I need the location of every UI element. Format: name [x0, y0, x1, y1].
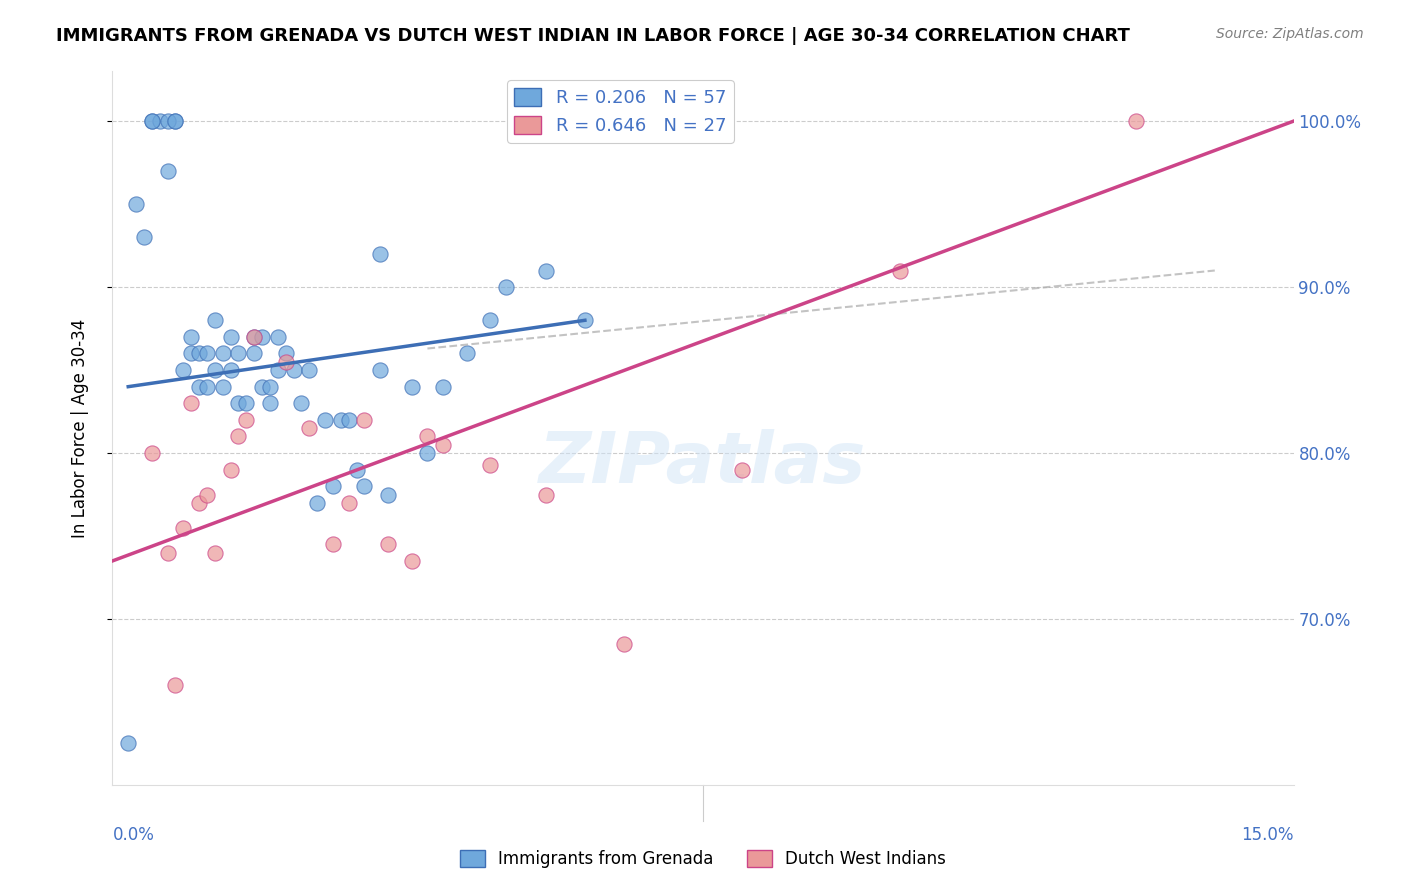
- Point: [132, 230, 155, 244]
- Point: [432, 438, 454, 452]
- Point: [141, 114, 163, 128]
- Point: [235, 413, 257, 427]
- Point: [125, 197, 148, 211]
- Point: [228, 429, 250, 443]
- Point: [314, 413, 336, 427]
- Point: [534, 263, 557, 277]
- Point: [243, 330, 266, 344]
- Point: [731, 463, 754, 477]
- Point: [337, 413, 360, 427]
- Point: [274, 346, 297, 360]
- Point: [228, 396, 250, 410]
- Point: [283, 363, 305, 377]
- Point: [322, 537, 344, 551]
- Point: [211, 379, 233, 393]
- Point: [259, 379, 281, 393]
- Point: [141, 114, 163, 128]
- Text: ZIPatlas: ZIPatlas: [540, 429, 866, 499]
- Point: [416, 429, 439, 443]
- Point: [195, 346, 218, 360]
- Point: [219, 330, 242, 344]
- Point: [149, 114, 172, 128]
- Point: [259, 396, 281, 410]
- Point: [613, 637, 636, 651]
- Point: [337, 496, 360, 510]
- Point: [204, 313, 226, 327]
- Text: IMMIGRANTS FROM GRENADA VS DUTCH WEST INDIAN IN LABOR FORCE | AGE 30-34 CORRELAT: IMMIGRANTS FROM GRENADA VS DUTCH WEST IN…: [56, 27, 1130, 45]
- Point: [377, 537, 399, 551]
- Point: [495, 280, 517, 294]
- Point: [479, 313, 502, 327]
- Legend: Immigrants from Grenada, Dutch West Indians: Immigrants from Grenada, Dutch West Indi…: [453, 843, 953, 875]
- Text: 0.0%: 0.0%: [112, 827, 155, 845]
- Point: [290, 396, 312, 410]
- Point: [416, 446, 439, 460]
- Point: [250, 379, 273, 393]
- Point: [165, 114, 187, 128]
- Point: [368, 363, 391, 377]
- Point: [172, 363, 194, 377]
- Point: [165, 114, 187, 128]
- Point: [204, 546, 226, 560]
- Point: [298, 421, 321, 435]
- Text: Source: ZipAtlas.com: Source: ZipAtlas.com: [1216, 27, 1364, 41]
- Point: [228, 346, 250, 360]
- Point: [243, 330, 266, 344]
- Point: [479, 458, 502, 472]
- Point: [243, 346, 266, 360]
- Point: [195, 379, 218, 393]
- Point: [377, 487, 399, 501]
- Point: [267, 363, 290, 377]
- Point: [368, 247, 391, 261]
- Point: [219, 463, 242, 477]
- Point: [188, 346, 211, 360]
- Point: [141, 446, 163, 460]
- Point: [195, 487, 218, 501]
- Point: [117, 736, 139, 750]
- Point: [322, 479, 344, 493]
- Point: [432, 379, 454, 393]
- Point: [353, 479, 375, 493]
- Point: [574, 313, 596, 327]
- Point: [298, 363, 321, 377]
- Legend: R = 0.206   N = 57, R = 0.646   N = 27: R = 0.206 N = 57, R = 0.646 N = 27: [508, 80, 734, 143]
- Point: [156, 164, 179, 178]
- Point: [250, 330, 273, 344]
- Point: [156, 546, 179, 560]
- Point: [1125, 114, 1147, 128]
- Text: 15.0%: 15.0%: [1241, 827, 1294, 845]
- Point: [219, 363, 242, 377]
- Point: [188, 379, 211, 393]
- Point: [267, 330, 290, 344]
- Point: [329, 413, 352, 427]
- Point: [401, 554, 423, 568]
- Y-axis label: In Labor Force | Age 30-34: In Labor Force | Age 30-34: [70, 318, 89, 538]
- Point: [274, 355, 297, 369]
- Point: [211, 346, 233, 360]
- Point: [156, 114, 179, 128]
- Point: [401, 379, 423, 393]
- Point: [889, 263, 911, 277]
- Point: [534, 487, 557, 501]
- Point: [574, 114, 596, 128]
- Point: [204, 363, 226, 377]
- Point: [172, 521, 194, 535]
- Point: [180, 346, 202, 360]
- Point: [180, 396, 202, 410]
- Point: [188, 496, 211, 510]
- Point: [456, 346, 478, 360]
- Point: [353, 413, 375, 427]
- Point: [307, 496, 329, 510]
- Point: [180, 330, 202, 344]
- Point: [165, 678, 187, 692]
- Point: [346, 463, 368, 477]
- Point: [235, 396, 257, 410]
